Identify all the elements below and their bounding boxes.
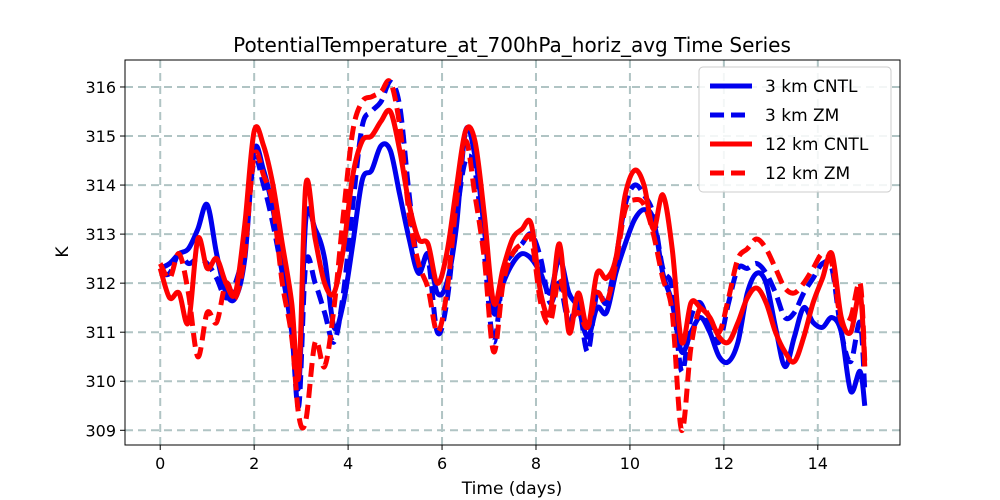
- series-12km-cntl-line: [157, 107, 868, 383]
- x-tick-label: 14: [808, 454, 828, 473]
- x-axis-label: Time (days): [461, 479, 562, 499]
- legend: 3 km CNTL 3 km ZM 12 km CNTL 12 km ZM: [698, 66, 892, 193]
- y-axis-label: K: [53, 246, 73, 258]
- x-tick-label: 0: [155, 454, 165, 473]
- y-tick-label: 315: [85, 127, 116, 146]
- y-tick-label: 314: [85, 176, 116, 195]
- plot-frame: [124, 59, 901, 446]
- x-tick-label: 12: [714, 454, 734, 473]
- x-tick-label: 8: [531, 454, 541, 473]
- legend-label: 3 km ZM: [765, 106, 839, 126]
- y-tick-label: 309: [85, 421, 116, 440]
- y-tick-label: 312: [85, 274, 116, 293]
- legend-box: [698, 66, 892, 193]
- y-tick-label: 313: [85, 225, 116, 244]
- chart-title: PotentialTemperature_at_700hPa_horiz_avg…: [233, 33, 791, 57]
- x-tick-label: 2: [249, 454, 259, 473]
- x-tick-label: 4: [343, 454, 353, 473]
- legend-label: 12 km ZM: [765, 164, 850, 184]
- legend-label: 12 km CNTL: [765, 135, 869, 155]
- y-tick-label: 311: [85, 323, 116, 342]
- x-axis: 0 2 4 6 8 10 12 14: [155, 445, 828, 473]
- series-12km-zm-line: [157, 78, 868, 433]
- x-tick-label: 6: [437, 454, 447, 473]
- y-tick-label: 316: [85, 78, 116, 97]
- y-axis: 309 310 311 312 313 314 315 316: [85, 78, 125, 440]
- legend-label: 3 km CNTL: [765, 77, 858, 97]
- y-tick-label: 310: [85, 372, 116, 391]
- series-layer: [157, 78, 868, 433]
- x-tick-label: 10: [620, 454, 640, 473]
